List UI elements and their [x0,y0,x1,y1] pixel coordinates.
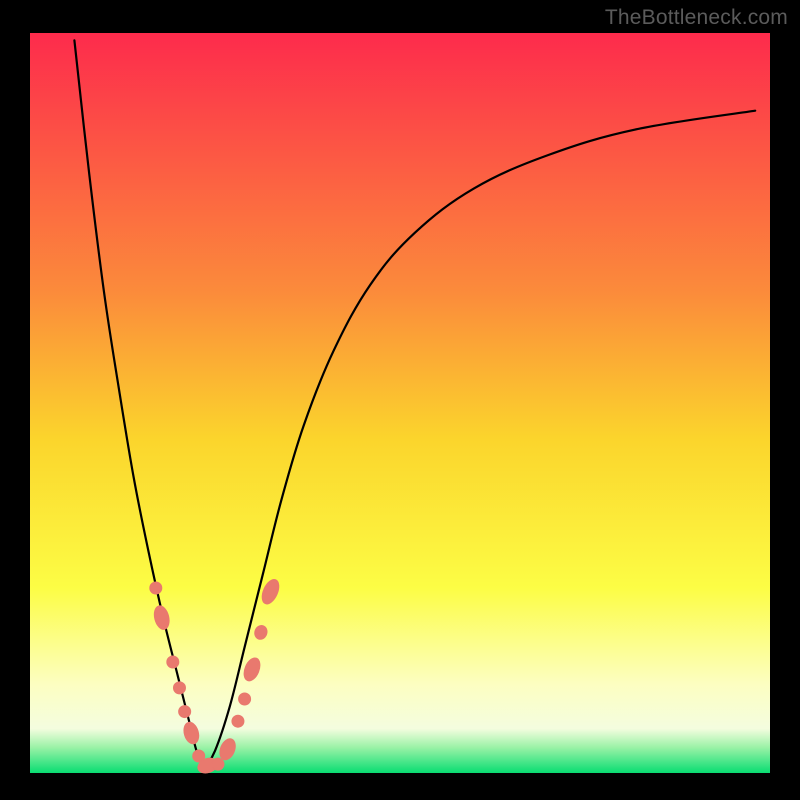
marker-point [150,582,162,594]
watermark-text: TheBottleneck.com [605,6,788,30]
marker-point [167,656,179,668]
marker-point [173,682,185,694]
marker-point [179,706,191,718]
plot-background [30,33,770,773]
marker-point [212,758,224,770]
bottleneck-chart [0,0,800,800]
marker-point [232,715,244,727]
chart-stage: TheBottleneck.com [0,0,800,800]
marker-point [239,693,251,705]
